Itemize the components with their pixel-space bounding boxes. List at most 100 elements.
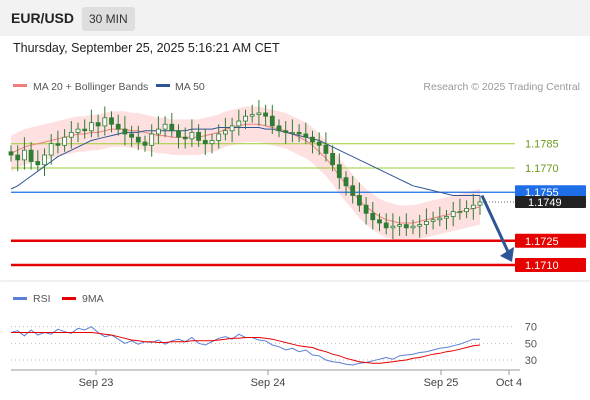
candle — [444, 216, 449, 219]
candle — [75, 128, 81, 133]
ma20-legend-label: MA 20 + Bollinger Bands — [33, 81, 148, 93]
candle — [289, 131, 295, 134]
candle — [243, 115, 248, 122]
support-label: 1.1710 — [525, 260, 559, 272]
candle — [310, 136, 315, 143]
candle — [109, 117, 114, 125]
candle — [343, 177, 349, 187]
candle — [403, 224, 409, 229]
candle — [350, 185, 356, 196]
forecast-arrow-head — [500, 246, 514, 262]
candle — [457, 211, 463, 214]
candle — [269, 115, 275, 127]
time-tick-label: Sep 24 — [251, 377, 286, 389]
candle — [48, 143, 54, 156]
candle — [135, 136, 141, 143]
candle — [330, 152, 336, 166]
symbol-label: EUR/USD — [11, 10, 75, 26]
rsi-legend-swatch — [13, 297, 27, 300]
candle — [68, 131, 74, 138]
candle — [249, 114, 255, 117]
support-label: 1.1725 — [525, 236, 559, 248]
last-price-tag — [515, 195, 586, 208]
rsi-legend-label: RSI — [33, 293, 51, 305]
candle — [209, 140, 215, 145]
candle — [155, 128, 161, 135]
candle — [55, 143, 61, 146]
candle — [15, 154, 21, 161]
rsi-ma-legend-swatch — [62, 297, 76, 300]
timestamp: Thursday, September 25, 2025 5:16:21 AM … — [13, 41, 280, 55]
ma50-legend-label: MA 50 — [175, 81, 205, 93]
candle — [283, 130, 289, 133]
candle — [169, 123, 175, 132]
candle — [202, 140, 208, 145]
candle — [162, 123, 168, 130]
candle — [370, 212, 376, 221]
candle — [8, 151, 14, 156]
candle — [236, 120, 242, 127]
time-tick-label: Sep 25 — [424, 377, 459, 389]
rsi-plot: 70 50 30 — [10, 322, 537, 367]
candle — [410, 225, 416, 229]
candle — [182, 136, 188, 140]
candle — [356, 195, 362, 206]
last-price-label: 1.1749 — [528, 197, 562, 209]
ma20-legend-swatch — [13, 84, 27, 87]
candle — [397, 224, 403, 227]
candle — [363, 204, 369, 214]
candle — [222, 130, 228, 135]
ma50-legend-swatch — [156, 84, 170, 87]
candle — [229, 125, 235, 132]
candle — [42, 154, 47, 166]
candle — [377, 219, 382, 224]
candle — [437, 217, 443, 221]
time-axis: Sep 23 Sep 24 Sep 25 Oct 4 — [11, 369, 522, 389]
candle — [115, 123, 121, 130]
candle — [383, 222, 389, 229]
resistance-label: 1.1770 — [525, 163, 559, 175]
timeframe-button[interactable]: 30 MIN — [82, 7, 135, 31]
rsi-tick-label: 70 — [525, 322, 537, 334]
time-tick-label: Oct 4 — [496, 377, 522, 389]
candle — [28, 149, 34, 162]
support-tag — [515, 258, 586, 273]
bollinger-band — [11, 106, 480, 241]
candle — [149, 133, 155, 146]
candle — [263, 112, 269, 117]
candle — [122, 128, 128, 135]
candle — [417, 224, 423, 227]
candle — [303, 133, 309, 138]
candle — [256, 112, 262, 115]
resistance-label: 1.1785 — [525, 139, 559, 151]
candle — [176, 130, 181, 138]
candle — [95, 122, 101, 127]
support-tag — [515, 233, 586, 248]
pivot-tag — [515, 185, 586, 200]
candle — [423, 220, 429, 225]
candle — [296, 131, 302, 135]
candle — [196, 131, 202, 141]
candle — [323, 144, 329, 154]
candle — [216, 133, 222, 141]
candle — [390, 225, 396, 229]
rsi-ma-line — [11, 332, 481, 364]
candle — [82, 128, 88, 132]
candle — [142, 141, 148, 146]
candle — [35, 161, 41, 166]
panel-divider — [0, 280, 590, 282]
rsi-ma-legend-label: 9MA — [82, 293, 104, 305]
forecast-arrow-shaft — [480, 194, 511, 255]
candle — [102, 117, 108, 127]
time-tick-label: Sep 23 — [79, 377, 114, 389]
candle — [450, 211, 456, 217]
candle — [62, 136, 67, 146]
candle — [464, 208, 470, 213]
candle — [189, 131, 195, 140]
top-bar: EUR/USD 30 MIN — [0, 0, 590, 36]
rsi-tick-label: 50 — [525, 338, 537, 350]
candle — [129, 133, 135, 138]
candle — [316, 141, 322, 146]
